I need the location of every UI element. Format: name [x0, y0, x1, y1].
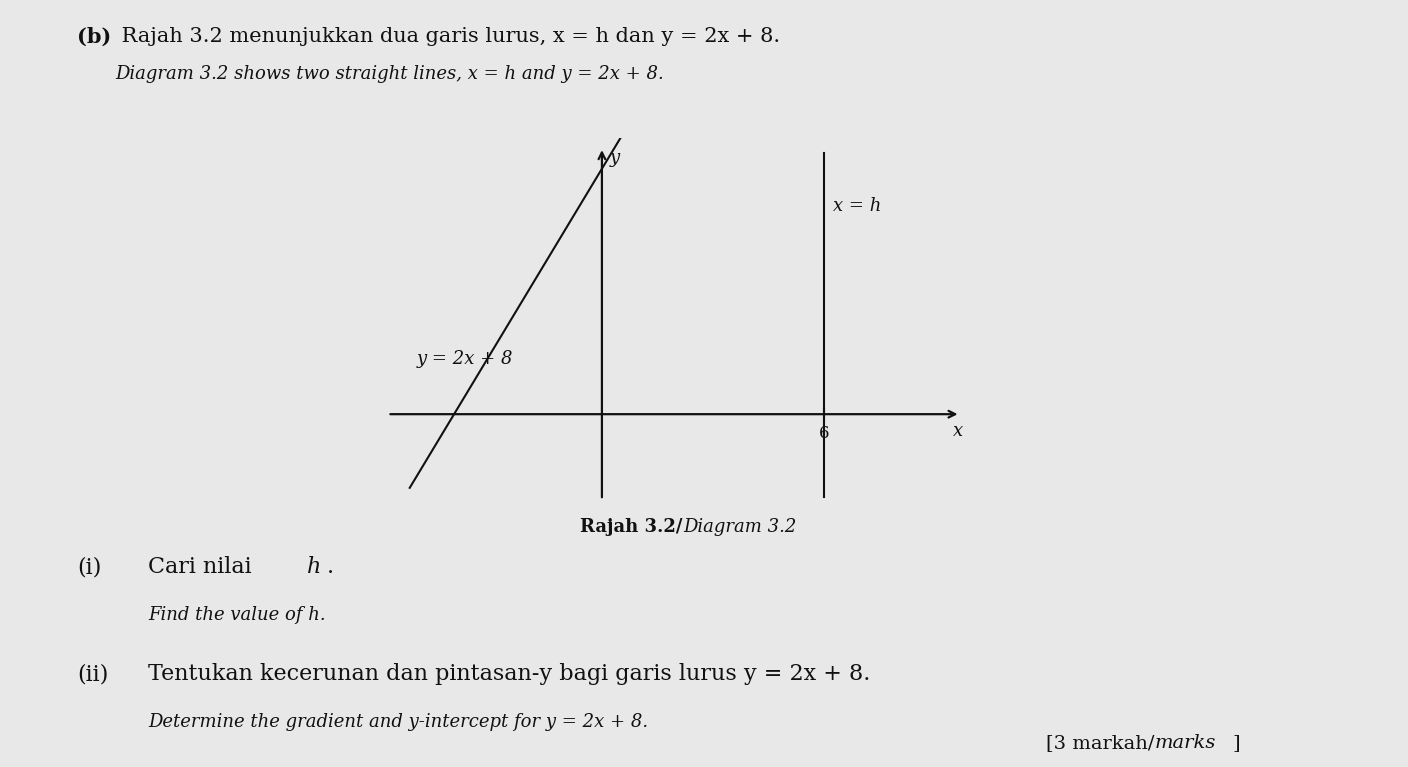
- Text: (b): (b): [77, 27, 111, 47]
- Text: Diagram 3.2: Diagram 3.2: [683, 518, 797, 535]
- Text: 6: 6: [818, 425, 829, 442]
- Text: (i): (i): [77, 556, 101, 578]
- Text: Diagram 3.2 shows two straight lines, x = h and y = 2x + 8.: Diagram 3.2 shows two straight lines, x …: [115, 65, 665, 83]
- Text: Find the value of h.: Find the value of h.: [148, 606, 325, 624]
- Text: Cari nilai: Cari nilai: [148, 556, 259, 578]
- Text: [3 markah/: [3 markah/: [1046, 734, 1155, 752]
- Text: Determine the gradient and y-intercept for y = 2x + 8.: Determine the gradient and y-intercept f…: [148, 713, 648, 731]
- Text: h: h: [307, 556, 321, 578]
- Text: .: .: [327, 556, 334, 578]
- Text: (ii): (ii): [77, 663, 108, 686]
- Text: y: y: [610, 149, 620, 166]
- Text: marks: marks: [1155, 734, 1217, 752]
- Text: y = 2x + 8: y = 2x + 8: [417, 350, 514, 368]
- Text: Rajah 3.2 menunjukkan dua garis lurus, x = h dan y = 2x + 8.: Rajah 3.2 menunjukkan dua garis lurus, x…: [115, 27, 780, 46]
- Text: Tentukan kecerunan dan pintasan-y bagi garis lurus y = 2x + 8.: Tentukan kecerunan dan pintasan-y bagi g…: [148, 663, 870, 686]
- Text: x: x: [953, 422, 963, 439]
- Text: ]: ]: [1232, 734, 1239, 752]
- Text: x = h: x = h: [834, 197, 881, 216]
- Text: Rajah 3.2/: Rajah 3.2/: [580, 518, 683, 535]
